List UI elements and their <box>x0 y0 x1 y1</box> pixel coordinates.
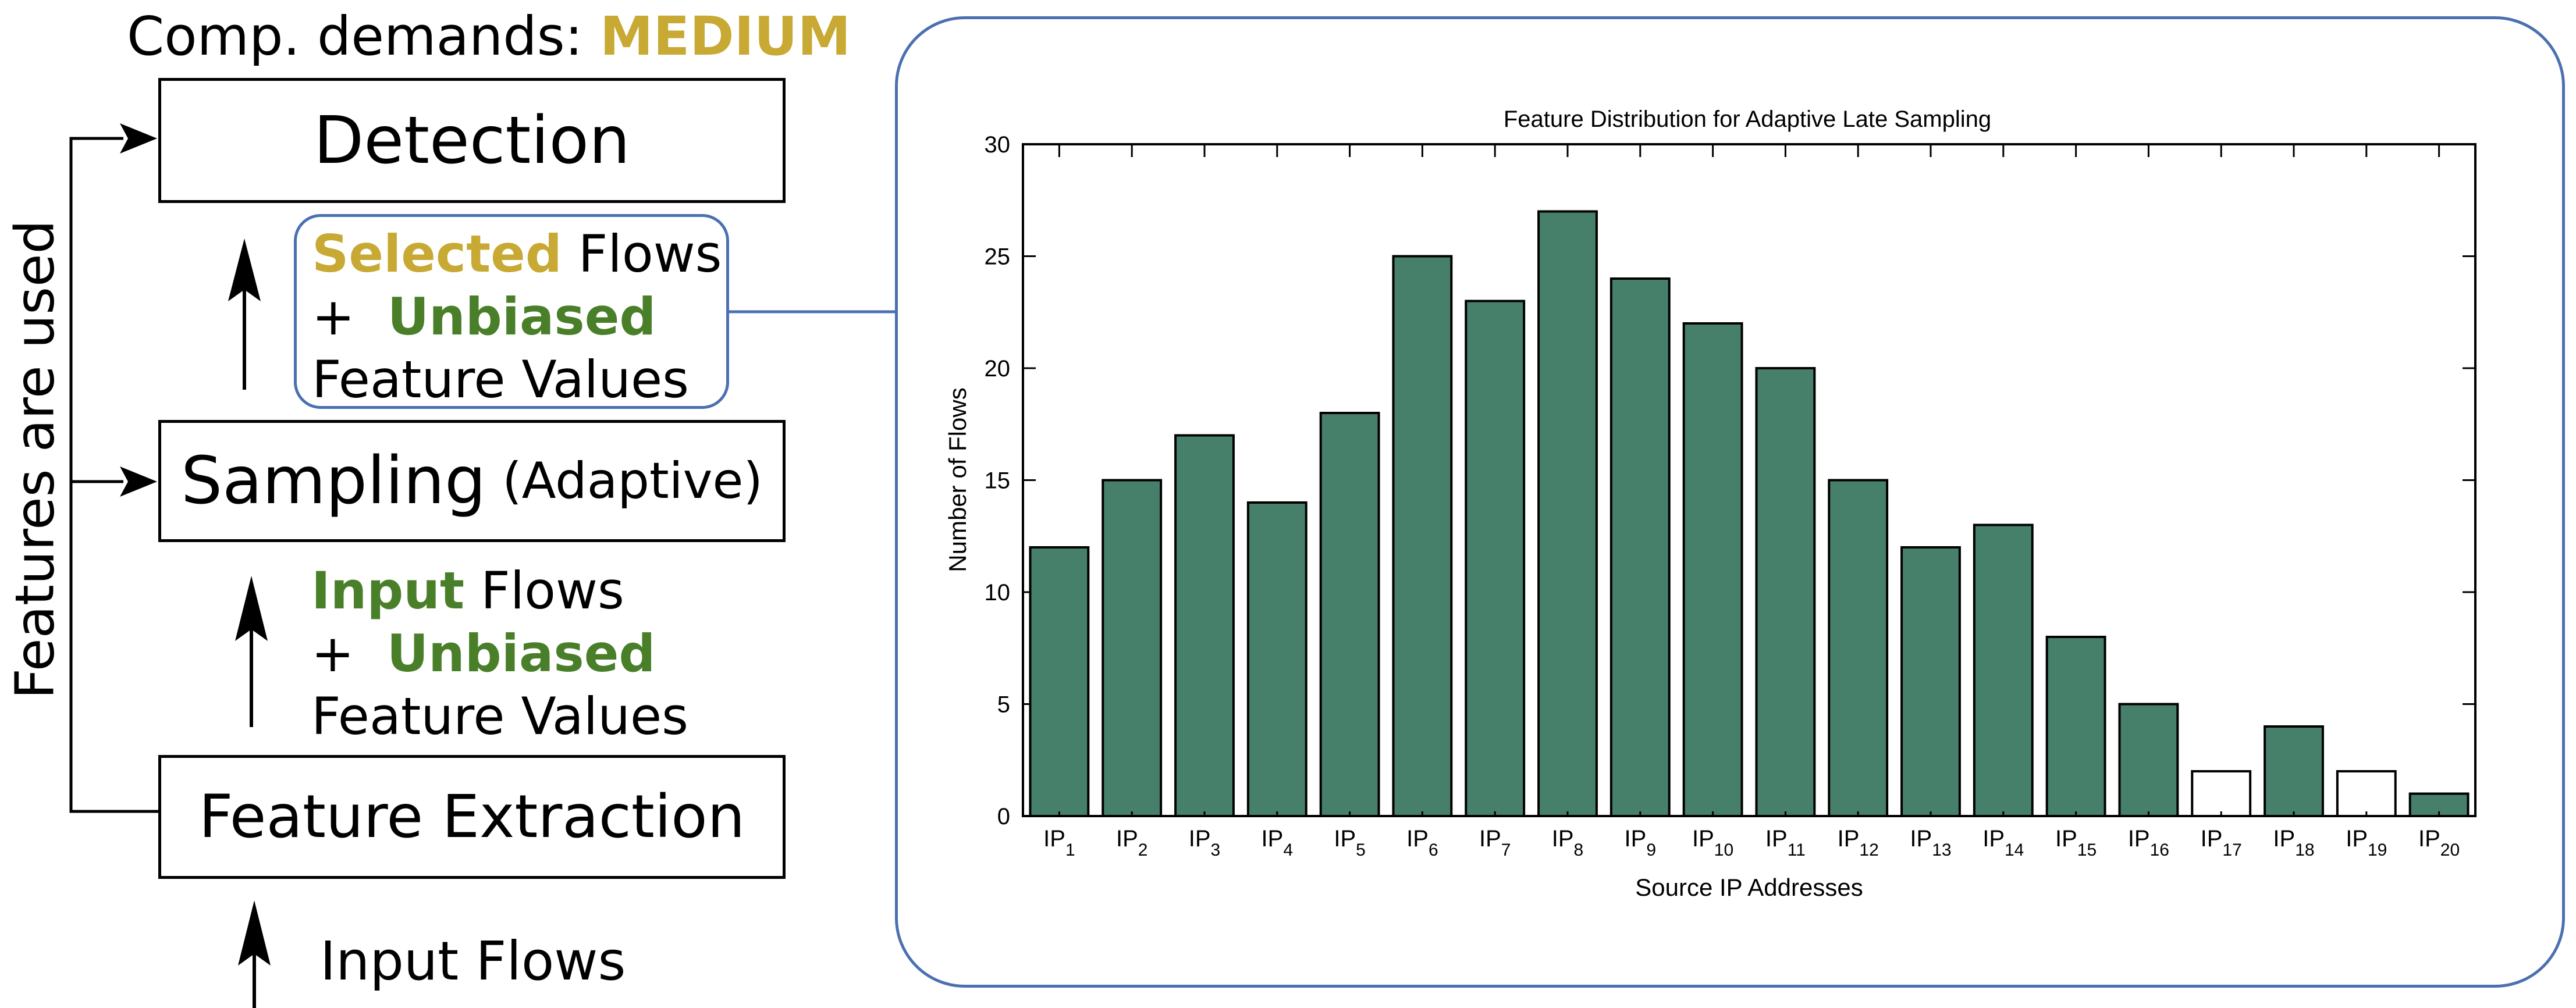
x-tick-label: IP14 <box>1982 826 2024 860</box>
arrow-up-selected-icon <box>228 238 261 301</box>
y-axis-label: Number of Flows <box>944 387 971 572</box>
x-tick-label: IP20 <box>2418 826 2460 860</box>
bar-ip-5 <box>1319 412 1380 817</box>
detection-box: Detection <box>158 78 786 203</box>
bar-ip-13 <box>1900 546 1961 817</box>
bar-ip-18 <box>2264 725 2324 817</box>
bar-ip-12 <box>1828 479 1889 817</box>
y-tick-label: 30 <box>985 132 1011 158</box>
x-tick-label: IP10 <box>1692 826 1733 860</box>
input-flows-label: Input Flows <box>320 930 626 992</box>
selected-flows-text: Flows <box>562 224 722 284</box>
comp-demands-level: MEDIUM <box>599 5 851 67</box>
x-axis-label: Source IP Addresses <box>1635 874 1863 901</box>
x-tick-label: IP3 <box>1189 826 1220 860</box>
x-tick-label: IP13 <box>1910 826 1951 860</box>
selected-unbiased-word: Unbiased <box>387 287 656 347</box>
y-tick-label: 0 <box>997 804 1010 829</box>
x-tick-label: IP15 <box>2055 826 2097 860</box>
x-tick-label: IP16 <box>2128 826 2169 860</box>
x-tick-label: IP12 <box>1838 826 1879 860</box>
x-tick-label: IP11 <box>1765 826 1806 860</box>
y-tick-label: 20 <box>985 356 1011 382</box>
bar-ip-10 <box>1682 322 1743 817</box>
sampling-box: Sampling (Adaptive) <box>158 420 786 542</box>
selected-plus: + <box>312 287 371 347</box>
x-tick-label: IP19 <box>2346 826 2387 860</box>
input-plus: + <box>311 624 371 683</box>
input-word: Input <box>311 561 465 621</box>
arrow-up-input-icon <box>235 576 268 641</box>
x-tick-label: IP2 <box>1116 826 1147 860</box>
bar-ip-11 <box>1755 367 1816 817</box>
x-tick-label: IP6 <box>1406 826 1438 860</box>
chart-title: Feature Distribution for Adaptive Late S… <box>1504 106 1991 132</box>
feedback-loop-line <box>69 137 158 813</box>
y-tick-label: 25 <box>985 244 1011 270</box>
bar-ip-8 <box>1537 210 1598 817</box>
comp-demands-prefix: Comp. demands: <box>127 5 600 67</box>
comp-demands-title: Comp. demands: MEDIUM <box>127 5 851 69</box>
bar-ip-1 <box>1029 546 1090 817</box>
selected-feature-values: Feature Values <box>312 350 690 409</box>
x-tick-label: IP8 <box>1552 826 1583 860</box>
x-tick-label: IP1 <box>1043 826 1075 860</box>
feature-extraction-label: Feature Extraction <box>198 782 745 852</box>
y-tick-label: 10 <box>985 580 1011 605</box>
bar-ip-15 <box>2045 636 2106 817</box>
bar-ip-3 <box>1174 434 1235 817</box>
feature-extraction-box: Feature Extraction <box>158 755 786 879</box>
sampling-sub-label: (Adaptive) <box>502 452 763 510</box>
bar-ip-4 <box>1246 501 1307 817</box>
selected-word: Selected <box>312 224 562 284</box>
x-tick-label: IP17 <box>2201 826 2242 860</box>
bars-group <box>1029 210 2470 817</box>
bar-ip-2 <box>1102 479 1163 817</box>
bar-ip-17 <box>2191 770 2252 817</box>
y-tick-label: 15 <box>985 468 1011 494</box>
sampling-label: Sampling <box>181 443 486 519</box>
bar-ip-14 <box>1973 523 2034 817</box>
detection-label: Detection <box>313 102 631 179</box>
y-tick-label: 5 <box>997 692 1010 718</box>
x-tick-label: IP18 <box>2273 826 2314 860</box>
bar-ip-7 <box>1465 300 1526 817</box>
input-feature-values: Feature Values <box>311 686 689 746</box>
x-tick-label: IP5 <box>1334 826 1365 860</box>
plot-frame <box>1022 143 2476 817</box>
input-unbiased-word: Unbiased <box>386 624 656 683</box>
bar-ip-16 <box>2118 703 2179 817</box>
x-tick-label: IP7 <box>1479 826 1511 860</box>
bar-ip-9 <box>1609 277 1671 817</box>
arrow-to-detection-icon <box>120 123 157 154</box>
bar-ip-20 <box>2408 792 2470 817</box>
x-tick-label: IP4 <box>1262 826 1293 860</box>
y-axis: 0 5 10 15 20 25 30 <box>985 132 2475 829</box>
x-tick-label: IP9 <box>1625 826 1656 860</box>
input-flows-label-block: Input Flows + Unbiased Feature Values <box>311 560 688 748</box>
arrow-up-bottom-icon <box>238 900 271 966</box>
arrow-to-sampling-icon <box>120 466 157 497</box>
x-axis: IP1 IP2 IP3 IP4 IP5 IP6 IP7 IP8 IP9 IP10 IP11 IP12 I… <box>1043 144 2460 860</box>
bar-ip-6 <box>1392 255 1453 817</box>
input-flows-text: Flows <box>464 561 624 621</box>
selected-flows-callout: Selected Flows + Unbiased Feature Values <box>294 214 729 409</box>
bar-ip-19 <box>2336 770 2397 817</box>
